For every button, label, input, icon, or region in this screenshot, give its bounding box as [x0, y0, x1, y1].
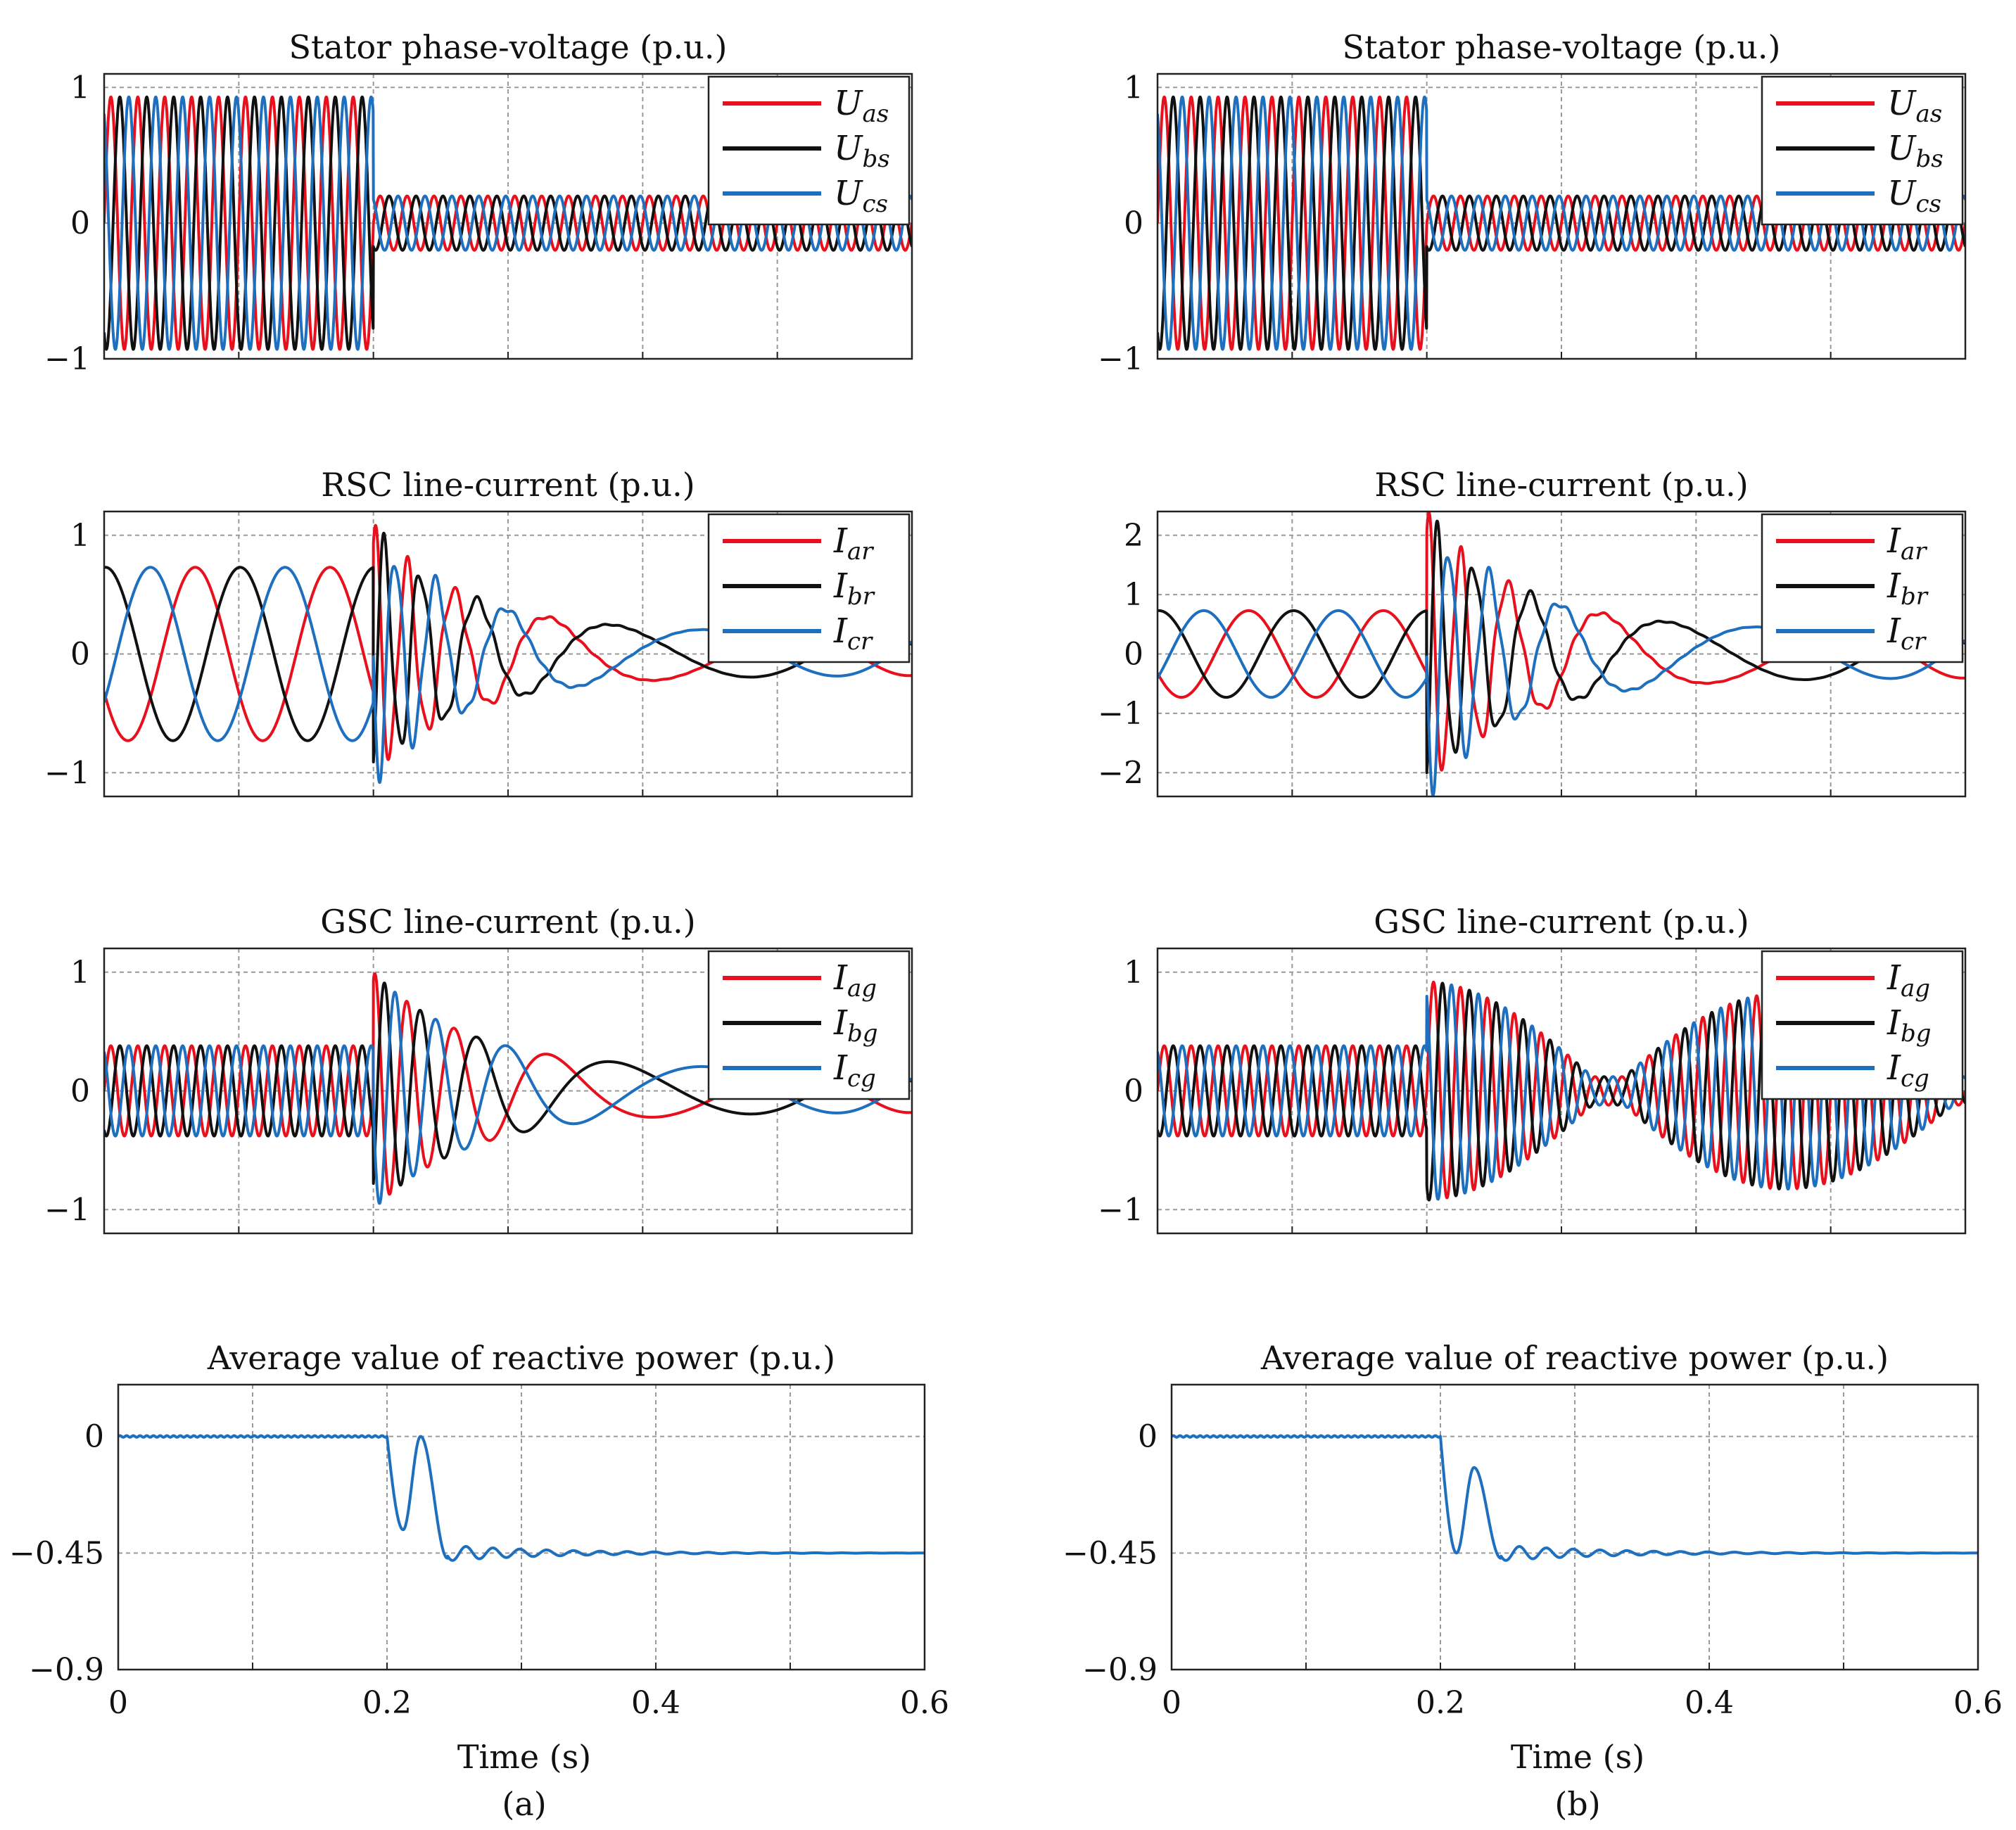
x-tick-label: 0.4	[631, 1685, 680, 1721]
y-tick-label: −1	[44, 755, 90, 791]
y-tick-label: 1	[70, 518, 90, 554]
chart-title: RSC line-current (p.u.)	[1374, 466, 1748, 504]
y-tick-label: −1	[1098, 1192, 1143, 1228]
y-tick-label: 0	[84, 1419, 104, 1455]
y-tick-label: 0	[1124, 1074, 1143, 1110]
y-tick-label: 1	[1124, 70, 1143, 106]
plot-area	[118, 1434, 925, 1562]
series-line-bs	[1158, 95, 1965, 351]
series-line-bg	[104, 981, 912, 1187]
x-tick-label: 0.2	[1416, 1685, 1465, 1721]
y-tick-label: −1	[44, 341, 90, 377]
chart-title: Stator phase-voltage (p.u.)	[289, 28, 728, 66]
y-tick-label: −2	[1098, 755, 1143, 791]
x-tick-label: 0	[108, 1685, 128, 1721]
y-tick-label: 1	[1124, 577, 1143, 613]
series-line-Q	[118, 1434, 925, 1562]
x-tick-label: 0.2	[362, 1685, 412, 1721]
series-line-Q	[1172, 1434, 1978, 1562]
y-tick-label: 0	[1124, 637, 1143, 673]
y-tick-label: 1	[70, 955, 90, 991]
x-axis-label-b: Time (s)	[1511, 1738, 1644, 1776]
x-axis-label-a: Time (s)	[457, 1738, 591, 1776]
caption-b: (b)	[1554, 1785, 1600, 1823]
chart-b_q: Average value of reactive power (p.u.)0−…	[1063, 1339, 2003, 1721]
legend-label: Ubs	[1887, 129, 1944, 173]
chart-title: GSC line-current (p.u.)	[1374, 903, 1749, 941]
chart-title: GSC line-current (p.u.)	[320, 903, 695, 941]
x-tick-label: 0.6	[900, 1685, 949, 1721]
chart-title: Stator phase-voltage (p.u.)	[1343, 28, 1781, 66]
y-tick-label: 1	[1124, 955, 1143, 991]
x-tick-label: 0.6	[1953, 1685, 2003, 1721]
y-tick-label: −0.45	[9, 1535, 104, 1571]
x-tick-label: 0.4	[1685, 1685, 1734, 1721]
y-tick-label: 0	[1138, 1419, 1158, 1455]
chart-title: RSC line-current (p.u.)	[321, 466, 695, 504]
y-tick-label: −1	[1098, 696, 1143, 732]
y-tick-label: 0	[70, 637, 90, 673]
series-line-br	[104, 531, 912, 763]
chart-title: Average value of reactive power (p.u.)	[207, 1339, 835, 1377]
caption-a: (a)	[502, 1785, 546, 1823]
y-tick-label: −1	[44, 1192, 90, 1228]
y-tick-label: 0	[70, 205, 90, 241]
y-tick-label: −0.45	[1063, 1535, 1158, 1571]
series-line-bg	[1158, 981, 1965, 1202]
y-tick-label: −1	[1098, 341, 1143, 377]
y-tick-label: 0	[1124, 205, 1143, 241]
y-tick-label: −0.9	[1082, 1652, 1158, 1688]
series-line-bs	[104, 95, 912, 351]
y-tick-label: 2	[1124, 518, 1143, 554]
y-tick-label: 1	[70, 70, 90, 106]
y-tick-label: −0.9	[29, 1652, 104, 1688]
legend-label: Icg	[1887, 1048, 1929, 1093]
x-tick-label: 0	[1162, 1685, 1181, 1721]
y-tick-label: 0	[70, 1074, 90, 1110]
chart-a_q: Average value of reactive power (p.u.)0−…	[9, 1339, 949, 1721]
chart-title: Average value of reactive power (p.u.)	[1260, 1339, 1889, 1377]
plot-area	[1172, 1434, 1978, 1562]
series-line-br	[1158, 519, 1965, 775]
